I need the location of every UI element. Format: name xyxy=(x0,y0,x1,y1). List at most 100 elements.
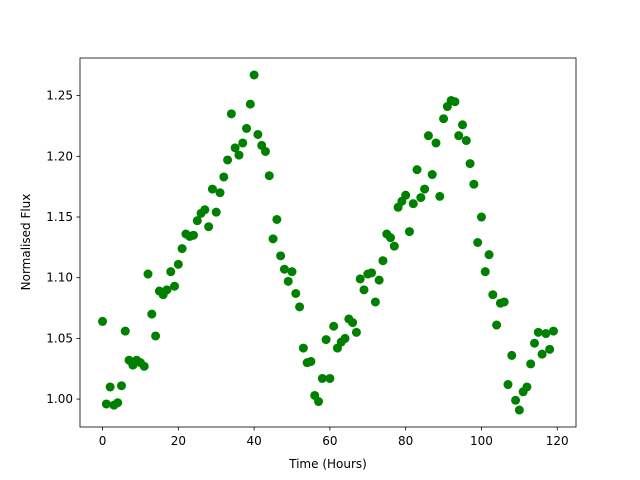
point xyxy=(101,399,111,409)
point xyxy=(249,70,259,80)
point xyxy=(272,214,282,224)
point xyxy=(317,373,327,383)
point xyxy=(507,350,517,360)
point xyxy=(207,184,217,194)
point xyxy=(268,234,278,244)
point xyxy=(492,320,502,330)
point xyxy=(420,184,430,194)
x-tick-label: 0 xyxy=(99,434,107,448)
point xyxy=(151,331,161,341)
point xyxy=(408,199,418,209)
plot-frame xyxy=(79,57,577,428)
x-tick-label: 120 xyxy=(546,434,569,448)
x-axis-label: Time (Hours) xyxy=(288,457,367,471)
point xyxy=(548,326,558,336)
point xyxy=(435,191,445,201)
point xyxy=(295,302,305,312)
y-tick-label: 1.00 xyxy=(46,392,73,406)
point xyxy=(431,138,441,148)
point xyxy=(287,267,297,277)
point xyxy=(465,159,475,169)
point xyxy=(545,344,555,354)
point xyxy=(454,131,464,141)
point xyxy=(503,380,513,390)
point xyxy=(238,138,248,148)
point xyxy=(264,171,274,181)
point xyxy=(291,288,301,298)
point xyxy=(143,269,153,279)
point xyxy=(204,222,214,232)
point xyxy=(306,356,316,366)
point xyxy=(480,267,490,277)
point xyxy=(298,343,308,353)
point xyxy=(514,405,524,415)
point xyxy=(219,172,229,182)
point xyxy=(370,297,380,307)
point xyxy=(359,285,369,295)
point xyxy=(488,290,498,300)
point xyxy=(215,188,225,198)
point xyxy=(423,131,433,141)
y-tick-label: 1.20 xyxy=(46,149,73,163)
point xyxy=(192,216,202,226)
point xyxy=(329,321,339,331)
point xyxy=(166,267,176,277)
point xyxy=(162,285,172,295)
point xyxy=(458,120,468,130)
point xyxy=(537,349,547,359)
point xyxy=(226,109,236,119)
point xyxy=(416,193,426,203)
point xyxy=(541,329,551,339)
y-tick-label: 1.05 xyxy=(46,331,73,345)
x-tick-label: 100 xyxy=(470,434,493,448)
point xyxy=(279,264,289,274)
point xyxy=(116,381,126,391)
point xyxy=(120,326,130,336)
point xyxy=(378,256,388,266)
point xyxy=(526,359,536,369)
y-tick-label: 1.15 xyxy=(46,210,73,224)
point xyxy=(211,207,221,217)
point xyxy=(314,397,324,407)
point xyxy=(321,335,331,345)
point xyxy=(348,318,358,328)
point xyxy=(355,274,365,284)
point xyxy=(276,251,286,261)
point xyxy=(473,238,483,247)
x-tick-label: 60 xyxy=(322,434,337,448)
point xyxy=(98,316,108,326)
point xyxy=(476,212,486,222)
point xyxy=(469,179,479,189)
point xyxy=(223,155,233,165)
y-axis-label: Normalised Flux xyxy=(19,194,33,291)
point xyxy=(170,281,180,291)
x-tick-label: 20 xyxy=(171,434,186,448)
point xyxy=(105,382,115,392)
point xyxy=(450,97,460,107)
point xyxy=(234,150,244,160)
point xyxy=(325,373,335,383)
point xyxy=(439,114,449,124)
point xyxy=(260,146,270,156)
point xyxy=(340,333,350,343)
point xyxy=(427,170,437,180)
point xyxy=(113,398,123,408)
point xyxy=(200,205,210,215)
point xyxy=(245,99,255,109)
point xyxy=(283,276,293,286)
y-tick-label: 1.25 xyxy=(46,89,73,103)
point xyxy=(522,382,532,392)
point xyxy=(389,241,399,251)
point xyxy=(367,268,377,278)
point xyxy=(230,143,240,153)
point xyxy=(499,297,509,307)
x-tick-label: 40 xyxy=(246,434,261,448)
point xyxy=(351,327,361,337)
y-tick-label: 1.10 xyxy=(46,271,73,285)
point xyxy=(188,230,198,240)
point xyxy=(177,244,187,254)
point xyxy=(530,338,540,348)
point xyxy=(533,327,543,337)
